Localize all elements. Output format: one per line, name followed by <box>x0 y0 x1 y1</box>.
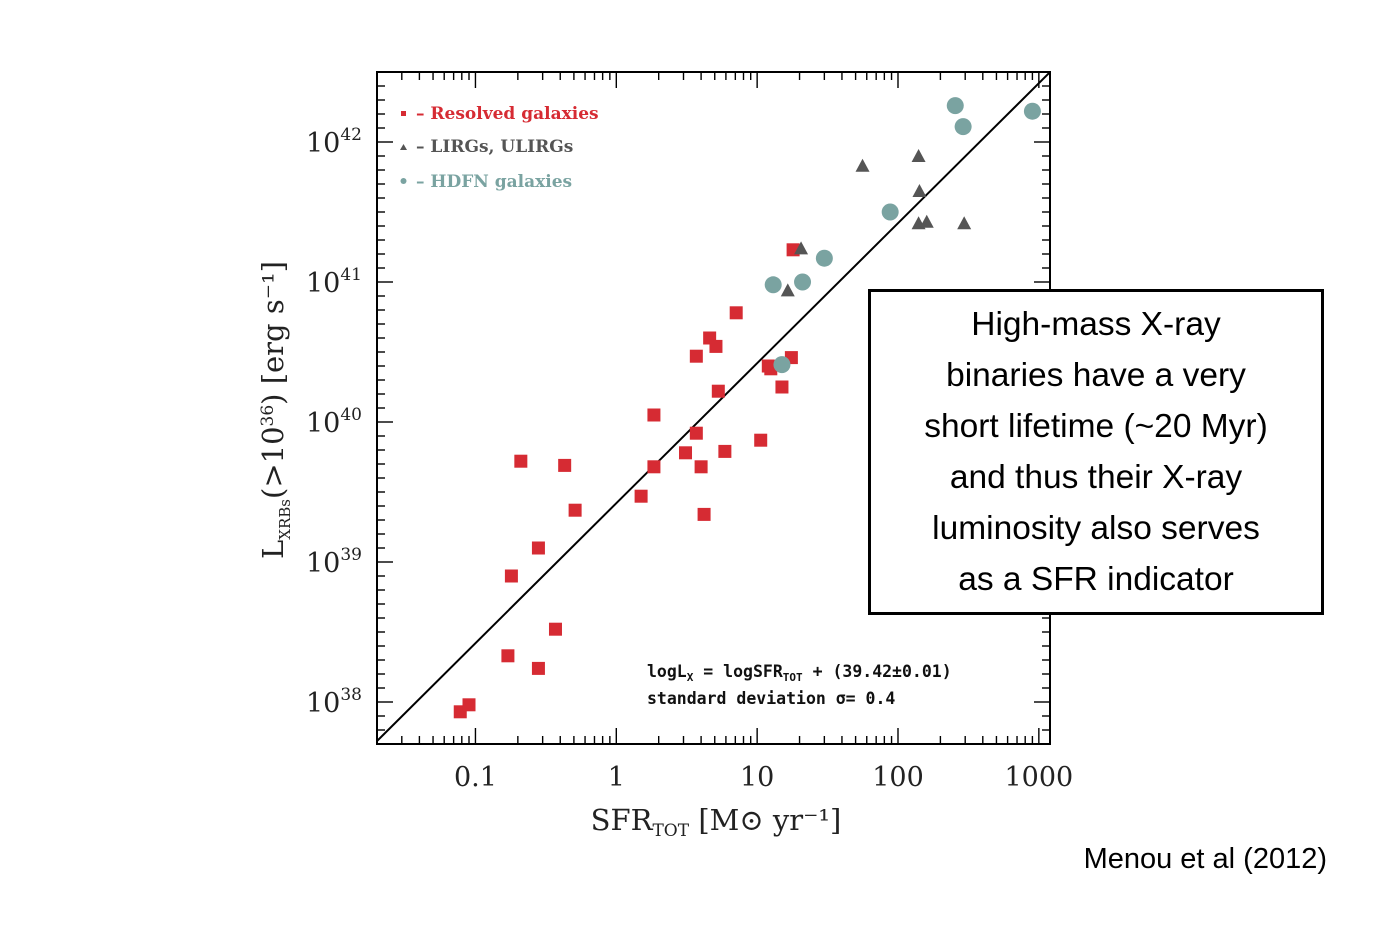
point-hdfn-galaxy <box>794 273 812 291</box>
legend-label-hdfn: – HDFN galaxies <box>416 172 572 192</box>
point-resolved-galaxy <box>697 507 711 521</box>
point-resolved-galaxy <box>647 460 661 474</box>
callout-line: binaries have a very <box>946 357 1246 394</box>
y-tick-label: 1042 <box>306 125 362 159</box>
point-hdfn-galaxy <box>764 276 782 294</box>
point-resolved-galaxy <box>634 489 648 503</box>
point-resolved-galaxy <box>754 433 768 447</box>
point-resolved-galaxy <box>514 454 528 468</box>
callout-text: High-mass X-ray binaries have a very sho… <box>924 299 1267 605</box>
x-axis-label: SFRTOT [M⊙ yr⁻¹] <box>591 803 842 841</box>
x-tick-label: 1 <box>608 762 625 793</box>
citation-credit: Menou et al (2012) <box>1083 843 1327 875</box>
point-resolved-galaxy <box>558 458 572 472</box>
point-hdfn-galaxy <box>773 356 791 374</box>
y-axis-label: LXRBs(>1036) [erg s⁻¹] <box>256 261 294 559</box>
point-resolved-galaxy <box>775 380 789 394</box>
x-tick-label: 1000 <box>1004 762 1073 793</box>
point-resolved-galaxy <box>694 460 708 474</box>
point-lirg <box>912 184 927 197</box>
point-resolved-galaxy <box>462 698 476 712</box>
point-resolved-galaxy <box>504 569 518 583</box>
fit-equation: logLX = logSFRTOT + (39.42±0.01) standar… <box>647 662 952 708</box>
point-resolved-galaxy <box>709 339 723 353</box>
equation-line-2: standard deviation σ= 0.4 <box>647 689 895 708</box>
point-hdfn-galaxy <box>946 97 964 115</box>
x-tick-label: 100 <box>872 762 924 793</box>
point-hdfn-galaxy <box>881 203 899 221</box>
equation-line-1: logLX = logSFRTOT + (39.42±0.01) <box>647 662 952 684</box>
callout-line: High-mass X-ray <box>971 306 1221 343</box>
point-lirg <box>794 241 809 255</box>
fit-line <box>377 72 1050 742</box>
point-resolved-galaxy <box>689 426 703 440</box>
point-resolved-galaxy <box>718 444 732 458</box>
point-lirg <box>855 158 870 172</box>
point-resolved-galaxy <box>679 446 693 460</box>
x-tick-labels: 0.1 1 10 100 1000 <box>454 762 1073 793</box>
point-resolved-galaxy <box>568 503 582 517</box>
y-tick-label: 1040 <box>306 405 362 439</box>
point-resolved-galaxy <box>729 306 743 320</box>
callout-line: and thus their X-ray <box>949 459 1243 496</box>
major-ticks <box>377 72 1050 744</box>
point-resolved-galaxy <box>647 408 661 422</box>
point-resolved-galaxy <box>501 649 515 663</box>
callout-line: short lifetime (~20 Myr) <box>924 408 1268 445</box>
callout-line: luminosity also serves <box>932 510 1260 547</box>
point-resolved-galaxy <box>531 661 545 675</box>
y-tick-labels: 1038 1039 1040 1041 1042 <box>306 125 362 719</box>
point-lirg <box>919 214 934 228</box>
data-marks <box>453 97 1041 719</box>
y-tick-label: 1039 <box>306 545 362 579</box>
legend-label-lirgs: – LIRGs, ULIRGs <box>416 137 573 157</box>
point-resolved-galaxy <box>548 622 562 636</box>
point-resolved-galaxy <box>531 541 545 555</box>
point-hdfn-galaxy <box>954 118 972 136</box>
callout-line: as a SFR indicator <box>958 561 1234 598</box>
legend-marker-hdfn <box>400 178 407 184</box>
legend: – Resolved galaxies – LIRGs, ULIRGs – HD… <box>400 104 599 192</box>
point-hdfn-galaxy <box>1023 102 1041 120</box>
callout-box: High-mass X-ray binaries have a very sho… <box>868 289 1324 615</box>
point-lirg <box>957 216 972 230</box>
legend-label-resolved: – Resolved galaxies <box>416 104 599 124</box>
x-tick-label: 0.1 <box>454 762 497 793</box>
point-resolved-galaxy <box>689 349 703 363</box>
point-lirg <box>780 283 795 297</box>
legend-marker-lirgs <box>400 144 407 150</box>
point-hdfn-galaxy <box>815 249 833 267</box>
x-tick-label: 10 <box>740 762 774 793</box>
point-resolved-galaxy <box>711 384 725 398</box>
point-lirg <box>911 149 926 162</box>
y-tick-label: 1038 <box>306 685 362 719</box>
legend-marker-resolved <box>401 111 406 116</box>
y-tick-label: 1041 <box>306 265 362 299</box>
